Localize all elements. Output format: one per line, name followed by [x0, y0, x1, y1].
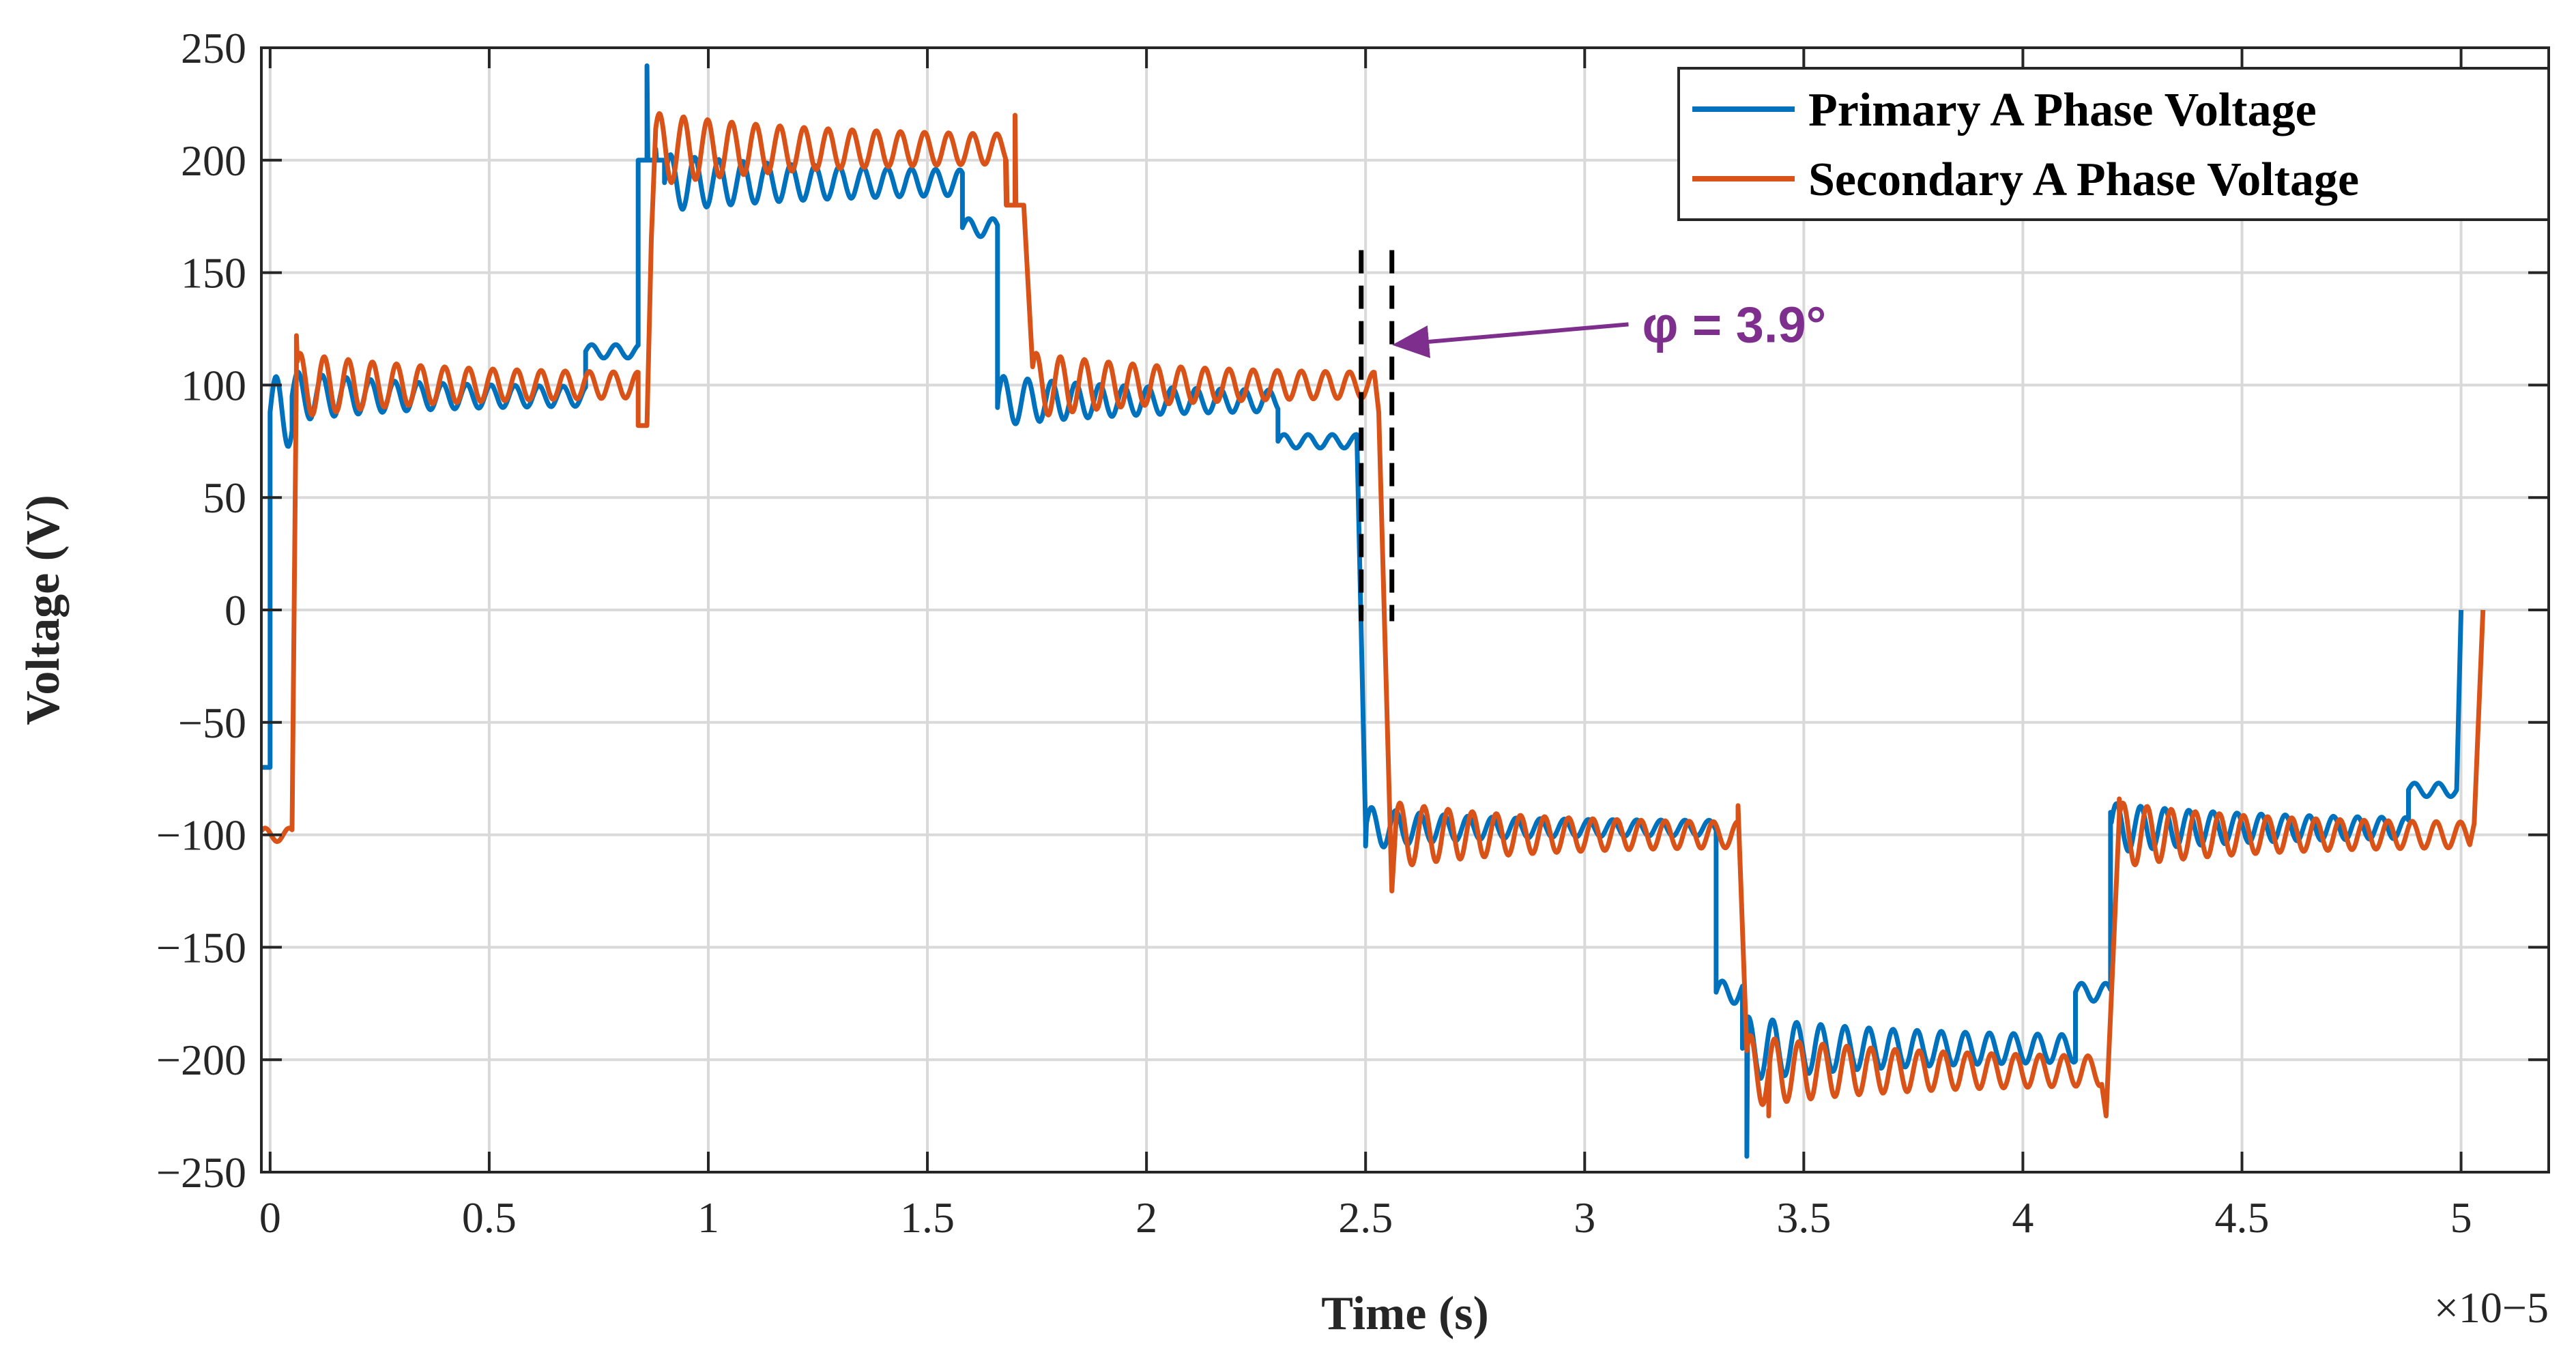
y-tick-label: −100 — [156, 811, 246, 860]
x-tick-label: 0 — [259, 1193, 281, 1242]
x-tick-label: 0.5 — [462, 1193, 517, 1242]
y-tick-label: 0 — [225, 586, 246, 635]
legend-label-primary: Primary A Phase Voltage — [1808, 84, 2317, 136]
x-tick-label: 2.5 — [1338, 1193, 1393, 1242]
x-tick-label: 4 — [2012, 1193, 2034, 1242]
legend-box — [1677, 67, 2550, 221]
legend-label-secondary: Secondary A Phase Voltage — [1808, 154, 2359, 206]
y-tick-label: 200 — [181, 136, 246, 185]
x-tick-label: 3.5 — [1776, 1193, 1831, 1242]
y-tick-label: 100 — [181, 361, 246, 409]
y-tick-label: −50 — [178, 699, 246, 747]
x-tick-label: 1 — [697, 1193, 719, 1242]
x-axis-title: Time (s) — [1321, 1287, 1489, 1340]
y-axis-title: Voltage (V) — [17, 495, 70, 725]
legend: Primary A Phase Voltage Secondary A Phas… — [1677, 67, 2550, 221]
y-tick-label: 250 — [181, 24, 246, 72]
series-line-primary — [261, 63, 2464, 1159]
x-tick-label: 4.5 — [2214, 1193, 2269, 1242]
series-line-secondary — [261, 111, 2486, 1119]
series-group — [261, 63, 2486, 1159]
x-tick-label: 5 — [2450, 1193, 2472, 1242]
phase-arrow — [1392, 322, 1629, 358]
y-tick-label: 50 — [203, 473, 246, 522]
ticks: 0 0.5 1 1.5 2 2.5 3 3.5 4 4.5 5 250 200 150 100 50 0 −50 −… — [156, 24, 2549, 1242]
y-tick-label: −200 — [156, 1036, 246, 1084]
x-tick-label: 3 — [1574, 1193, 1595, 1242]
y-tick-label: −250 — [156, 1148, 246, 1197]
x-tick-label: 2 — [1135, 1193, 1157, 1242]
phase-annotation-label: φ = 3.9° — [1642, 296, 1826, 353]
x-scale-exponent: ×10−5 — [2434, 1283, 2549, 1332]
y-tick-label: 150 — [181, 249, 246, 297]
annotation-group: φ = 3.9° — [1359, 250, 1826, 622]
y-tick-label: −150 — [156, 923, 246, 972]
x-tick-label: 1.5 — [900, 1193, 955, 1242]
